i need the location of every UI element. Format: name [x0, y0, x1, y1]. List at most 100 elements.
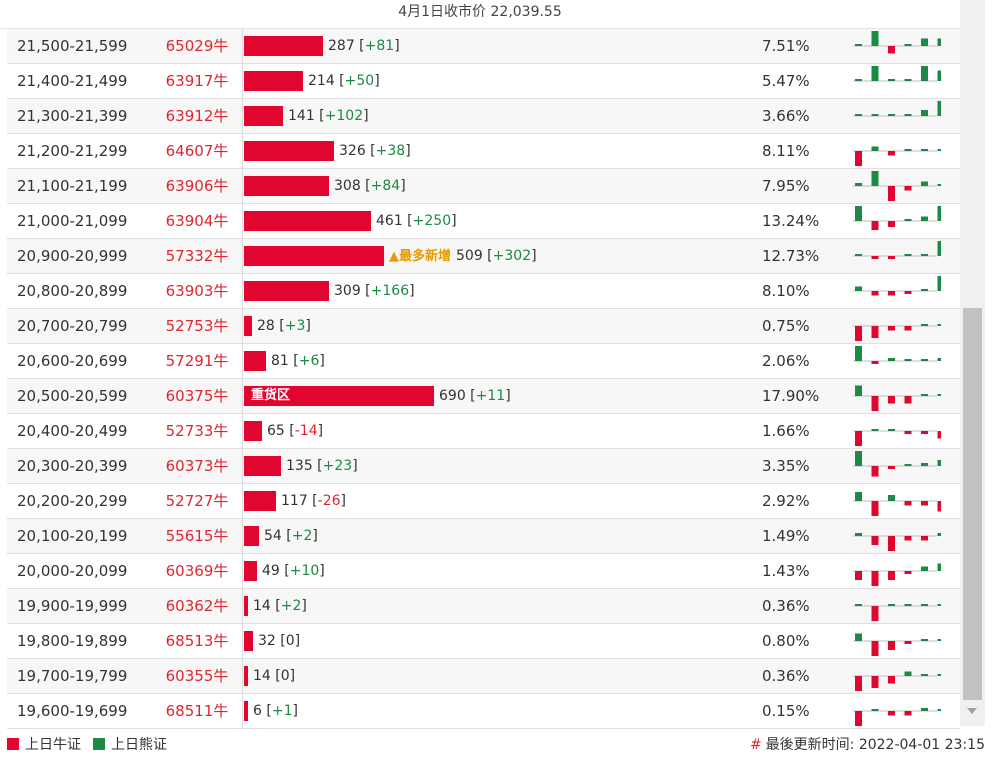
- sparkline-bar: [904, 359, 912, 361]
- cbbc-code-link[interactable]: 60362牛: [165, 597, 229, 615]
- sparkline-bar: [937, 358, 941, 361]
- quantity-bar: [244, 491, 276, 511]
- bar-cell: 6 [+1]: [242, 694, 298, 728]
- cbbc-code-link[interactable]: 60355牛: [165, 667, 229, 685]
- sparkline-bar: [904, 219, 912, 221]
- strike-range: 20,300-20,399: [17, 457, 128, 475]
- sparkline-bar: [937, 101, 941, 116]
- quantity-change: +302: [492, 248, 532, 264]
- quantity-count: 49: [262, 563, 280, 579]
- cbbc-code-link[interactable]: 55615牛: [165, 527, 229, 545]
- sparkline-bar: [921, 66, 928, 81]
- cbbc-code-link[interactable]: 57291牛: [165, 352, 229, 370]
- quantity-change: +84: [370, 178, 401, 194]
- cbbc-code-link[interactable]: 63906牛: [165, 177, 229, 195]
- cbbc-code-link[interactable]: 52753牛: [165, 317, 229, 335]
- sparkline-bar: [888, 256, 895, 259]
- sparkline-bar: [888, 114, 895, 116]
- quantity-bar: [244, 176, 329, 196]
- percentage: 8.10%: [762, 282, 810, 300]
- strike-range: 20,900-20,999: [17, 247, 128, 265]
- cbbc-code-link[interactable]: 60373牛: [165, 457, 229, 475]
- heavy-zone-label: 重货区: [251, 388, 291, 403]
- trend-sparkline: [853, 146, 941, 166]
- sparkline-bar: [855, 206, 862, 221]
- quantity-count: 326: [339, 143, 366, 159]
- sparkline-bar: [921, 708, 928, 711]
- table-row: 19,900-19,999 60362牛 14 [+2] 0.36%: [7, 589, 960, 624]
- sparkline-bar: [937, 460, 941, 466]
- cbbc-code-link[interactable]: 60375牛: [165, 387, 229, 405]
- sparkline-bar: [888, 536, 895, 551]
- scroll-down-arrow-icon[interactable]: [967, 708, 977, 714]
- strike-range: 20,100-20,199: [17, 527, 128, 545]
- cbbc-code-link[interactable]: 64607牛: [165, 142, 229, 160]
- sparkline-bar: [921, 431, 928, 434]
- sparkline-bar: [871, 536, 879, 545]
- trend-sparkline: [853, 241, 941, 259]
- quantity-bar: [244, 106, 283, 126]
- table-row: 21,500-21,599 65029牛 287 [+81] 7.51%: [7, 29, 960, 64]
- sparkline-bar: [937, 70, 941, 81]
- sparkline-bar: [904, 149, 912, 151]
- legend-bull: 上日牛证: [7, 736, 81, 754]
- cbbc-code-link[interactable]: 60369牛: [165, 562, 229, 580]
- bar-cell: 117 [-26]: [242, 484, 346, 518]
- sparkline-bar: [888, 429, 895, 431]
- trend-sparkline: [853, 101, 941, 117]
- quantity-count: 54: [264, 528, 282, 544]
- quantity-change: +2: [291, 528, 313, 544]
- legend-bull-label: 上日牛证: [25, 737, 81, 753]
- cbbc-code-link[interactable]: 65029牛: [165, 37, 229, 55]
- sparkline-bar: [871, 429, 879, 431]
- cbbc-code-link[interactable]: 52727牛: [165, 492, 229, 510]
- cbbc-code-link[interactable]: 52733牛: [165, 422, 229, 440]
- quantity-count: 6: [253, 703, 262, 719]
- table-row: 20,300-20,399 60373牛 135 [+23] 3.35%: [7, 449, 960, 484]
- quantity-change: +2: [280, 598, 302, 614]
- sparkline-bar: [855, 431, 862, 446]
- cbbc-code-link[interactable]: 63903牛: [165, 282, 229, 300]
- quantity-change: +166: [370, 283, 410, 299]
- sparkline-bar: [921, 566, 928, 571]
- scrollbar-thumb[interactable]: [963, 308, 982, 700]
- cbbc-code-link[interactable]: 68511牛: [165, 702, 229, 720]
- strike-range: 20,600-20,699: [17, 352, 128, 370]
- trend-sparkline: [853, 66, 941, 82]
- cbbc-code-link[interactable]: 63904牛: [165, 212, 229, 230]
- sparkline-bar: [888, 676, 895, 684]
- strike-range: 20,800-20,899: [17, 282, 128, 300]
- sparkline-bar: [904, 44, 912, 46]
- quantity-count: 65: [267, 423, 285, 439]
- vertical-scrollbar[interactable]: [960, 0, 985, 726]
- sparkline-bar: [921, 604, 928, 606]
- sparkline-bar: [921, 324, 928, 326]
- sparkline-bar: [937, 38, 941, 46]
- sparkline-bar: [855, 711, 862, 726]
- strike-range: 21,400-21,499: [17, 72, 128, 90]
- trend-sparkline: [853, 633, 941, 656]
- trend-sparkline: [853, 324, 941, 341]
- strike-range: 20,000-20,099: [17, 562, 128, 580]
- sparkline-bar: [904, 641, 912, 644]
- bar-cell: 65 [-14]: [242, 414, 323, 448]
- bar-cell: 287 [+81]: [242, 29, 400, 63]
- quantity-count: 509: [456, 248, 483, 264]
- sparkline-bar: [937, 709, 941, 711]
- sparkline-bar: [921, 38, 928, 46]
- trend-sparkline: [853, 451, 941, 477]
- table-row: 20,600-20,699 57291牛 81 [+6] 2.06%: [7, 344, 960, 379]
- quantity-count: 141: [288, 108, 315, 124]
- percentage: 13.24%: [762, 212, 820, 230]
- table-row: 20,500-20,599 60375牛 重货区 690 [+11] 17.90%: [7, 379, 960, 414]
- cbbc-code-link[interactable]: 63917牛: [165, 72, 229, 90]
- quantity-count: 28: [257, 318, 275, 334]
- cbbc-code-link[interactable]: 68513牛: [165, 632, 229, 650]
- cbbc-code-link[interactable]: 57332牛: [165, 247, 229, 265]
- bar-cell: 461 [+250]: [242, 204, 457, 238]
- sparkline-bar: [871, 221, 879, 230]
- sparkline-bar: [888, 358, 895, 361]
- quantity-count: 14: [253, 598, 271, 614]
- strike-range: 21,100-21,199: [17, 177, 128, 195]
- cbbc-code-link[interactable]: 63912牛: [165, 107, 229, 125]
